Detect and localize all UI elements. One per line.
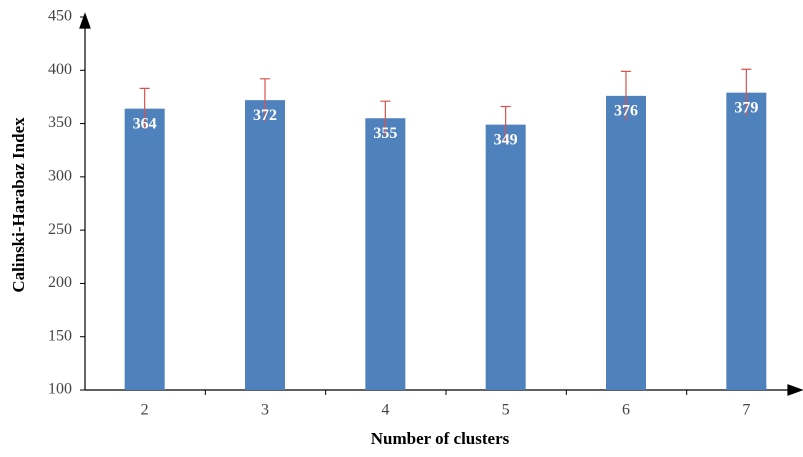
error-bar xyxy=(139,87,150,129)
x-axis-title: Number of clusters xyxy=(371,429,510,448)
y-tick-label: 250 xyxy=(48,221,72,238)
bar xyxy=(726,92,767,390)
bar xyxy=(124,108,165,390)
y-tick-label: 450 xyxy=(48,8,72,25)
error-bar xyxy=(621,70,631,121)
data-label: 376 xyxy=(614,103,638,120)
error-bar xyxy=(500,105,511,143)
bar xyxy=(245,100,285,390)
y-axis-title: Calinski-Harabaz Index xyxy=(9,117,28,293)
bar xyxy=(365,118,406,390)
data-label: 364 xyxy=(133,115,157,132)
bar xyxy=(606,95,646,390)
data-label: 355 xyxy=(373,125,397,142)
x-tick-label: 7 xyxy=(742,402,750,419)
error-bar xyxy=(260,78,270,122)
data-label: 379 xyxy=(734,99,758,116)
y-tick-label: 200 xyxy=(48,274,72,291)
y-tick-label: 350 xyxy=(48,114,72,131)
x-tick-label: 6 xyxy=(622,402,630,419)
y-tick-label: 300 xyxy=(48,168,72,185)
x-tick-label: 5 xyxy=(502,402,510,419)
x-tick-label: 2 xyxy=(141,402,149,419)
x-tick-label: 3 xyxy=(261,402,269,419)
data-label: 372 xyxy=(253,107,277,124)
x-axis xyxy=(85,384,803,396)
y-tick-label: 400 xyxy=(48,61,72,78)
bar xyxy=(485,124,526,390)
data-label: 349 xyxy=(494,131,518,148)
y-tick-label: 100 xyxy=(48,381,72,398)
y-axis xyxy=(79,12,91,390)
x-tick-label: 4 xyxy=(381,402,389,419)
error-bar xyxy=(380,100,391,136)
error-bar xyxy=(741,68,752,117)
y-tick-label: 150 xyxy=(48,327,72,344)
